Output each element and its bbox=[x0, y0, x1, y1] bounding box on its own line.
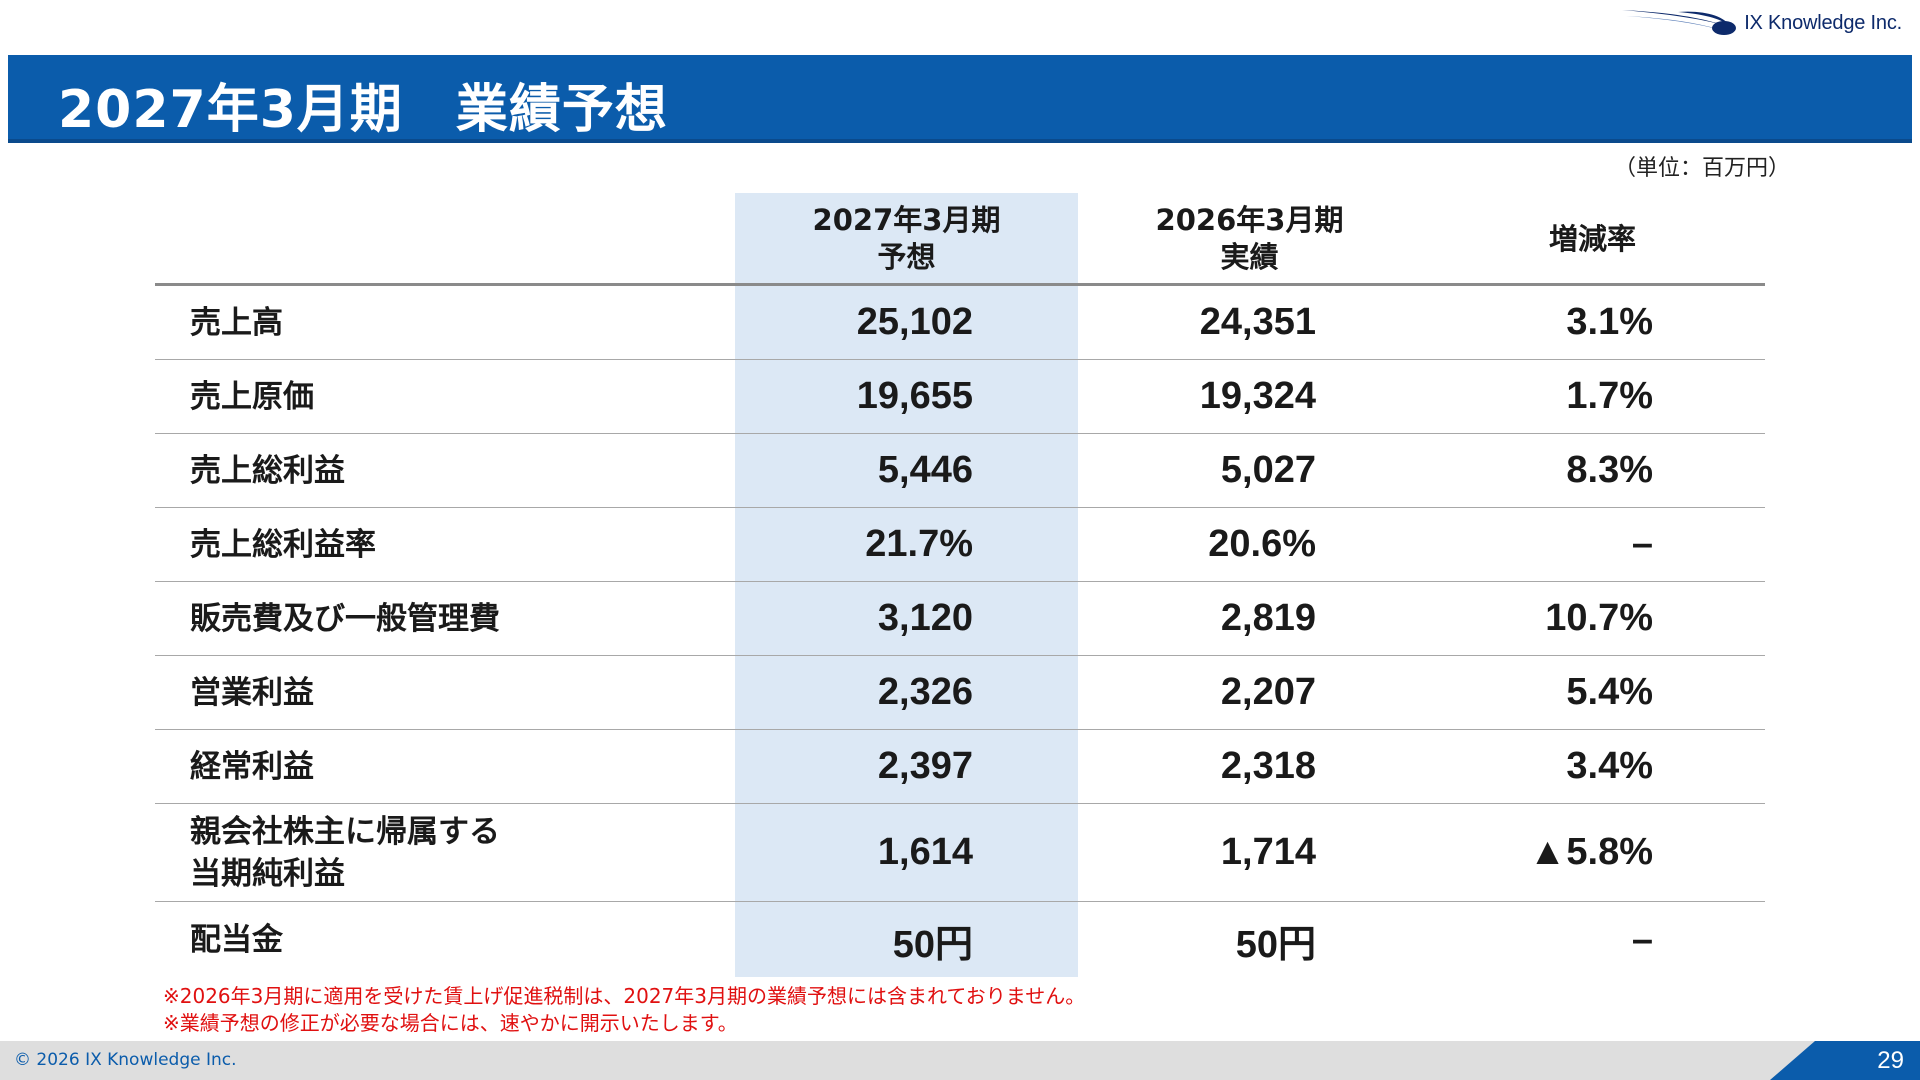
forecast-column-highlight bbox=[735, 193, 1078, 977]
forecast-value: 21.7% bbox=[865, 523, 973, 565]
actual-value: 2,318 bbox=[1220, 745, 1316, 787]
row-label: 売上総利益 bbox=[190, 452, 345, 489]
title-bar: 2027年3月期 業績予想 bbox=[8, 55, 1912, 140]
footer: © 2026 IX Knowledge Inc. 29 bbox=[0, 1041, 1920, 1080]
footnote: ※業績予想の修正が必要な場合には、速やかに開示いたします。 bbox=[163, 1011, 738, 1035]
change-value: – bbox=[1631, 918, 1653, 961]
forecast-value: 50円 bbox=[892, 923, 973, 966]
swoosh-logo-icon bbox=[1622, 10, 1737, 35]
table-row: 営業利益 2,326 2,207 5.4% bbox=[155, 656, 1765, 730]
change-value: 3.4% bbox=[1566, 745, 1653, 787]
page-number: 29 bbox=[1877, 1047, 1904, 1074]
row-label: 営業利益 bbox=[190, 674, 314, 711]
actual-value: 50円 bbox=[1235, 923, 1316, 966]
row-label: 売上原価 bbox=[190, 378, 314, 415]
row-label: 販売費及び一般管理費 bbox=[190, 600, 500, 637]
row-label: 売上高 bbox=[190, 304, 283, 341]
header-actual-line1: 2026年3月期 bbox=[1155, 203, 1344, 237]
forecast-value: 2,326 bbox=[877, 671, 973, 713]
footnotes: ※2026年3月期に適用を受けた賃上げ促進税制は、2027年3月期の業績予想には… bbox=[163, 983, 1085, 1037]
row-label-line2: 当期純利益 bbox=[190, 855, 345, 892]
actual-value: 20.6% bbox=[1208, 523, 1316, 565]
row-label: 親会社株主に帰属する 当期純利益 bbox=[190, 804, 730, 901]
footnote: ※2026年3月期に適用を受けた賃上げ促進税制は、2027年3月期の業績予想には… bbox=[163, 984, 1086, 1008]
header-forecast: 2027年3月期 予想 bbox=[735, 202, 1078, 276]
change-value: 10.7% bbox=[1545, 597, 1653, 639]
logo-text: IX Knowledge Inc. bbox=[1744, 11, 1902, 34]
company-logo: IX Knowledge Inc. bbox=[1620, 6, 1902, 40]
row-label: 配当金 bbox=[190, 922, 283, 958]
header-change-line1: 増減率 bbox=[1548, 222, 1636, 256]
change-value: 3.1% bbox=[1566, 301, 1653, 343]
header-change: 増減率 bbox=[1421, 221, 1764, 258]
forecast-value: 2,397 bbox=[877, 745, 973, 787]
forecast-value: 5,446 bbox=[877, 449, 973, 491]
row-label: 売上総利益率 bbox=[190, 526, 376, 563]
actual-value: 24,351 bbox=[1199, 301, 1316, 343]
change-value: – bbox=[1631, 523, 1653, 565]
change-value: ▲5.8% bbox=[1528, 831, 1653, 873]
change-value: 5.4% bbox=[1566, 671, 1653, 713]
forecast-value: 3,120 bbox=[877, 597, 973, 639]
header-forecast-line1: 2027年3月期 bbox=[812, 203, 1001, 237]
table-row: 販売費及び一般管理費 3,120 2,819 10.7% bbox=[155, 582, 1765, 656]
actual-value: 19,324 bbox=[1199, 375, 1316, 417]
actual-value: 2,207 bbox=[1220, 671, 1316, 713]
page-number-tab: 29 bbox=[1770, 1041, 1920, 1080]
unit-note: （単位：百万円） bbox=[1613, 156, 1790, 181]
table-header: 2027年3月期 予想 2026年3月期 実績 増減率 bbox=[155, 193, 1765, 286]
actual-value: 2,819 bbox=[1220, 597, 1316, 639]
actual-value: 5,027 bbox=[1220, 449, 1316, 491]
row-label-line1: 親会社株主に帰属する bbox=[190, 813, 500, 850]
table-row: 経常利益 2,397 2,318 3.4% bbox=[155, 730, 1765, 804]
forecast-table: 2027年3月期 予想 2026年3月期 実績 増減率 売上高 25,102 2… bbox=[155, 193, 1765, 978]
actual-value: 1,714 bbox=[1220, 831, 1316, 873]
table-row: 売上高 25,102 24,351 3.1% bbox=[155, 286, 1765, 360]
table-row: 売上総利益率 21.7% 20.6% – bbox=[155, 508, 1765, 582]
table-row: 配当金 50円 50円 – bbox=[155, 902, 1765, 978]
change-value: 1.7% bbox=[1566, 375, 1653, 417]
forecast-value: 25,102 bbox=[856, 301, 973, 343]
change-value: 8.3% bbox=[1566, 449, 1653, 491]
header-actual-line2: 実績 bbox=[1220, 240, 1279, 274]
table-row: 売上総利益 5,446 5,027 8.3% bbox=[155, 434, 1765, 508]
copyright: © 2026 IX Knowledge Inc. bbox=[14, 1050, 237, 1070]
header-actual: 2026年3月期 実績 bbox=[1078, 202, 1421, 276]
table-row: 売上原価 19,655 19,324 1.7% bbox=[155, 360, 1765, 434]
table-row: 親会社株主に帰属する 当期純利益 1,614 1,714 ▲5.8% bbox=[155, 804, 1765, 902]
page-title: 2027年3月期 業績予想 bbox=[58, 80, 668, 140]
row-label: 経常利益 bbox=[190, 748, 314, 785]
forecast-value: 1,614 bbox=[877, 831, 973, 873]
forecast-value: 19,655 bbox=[856, 375, 973, 417]
header-forecast-line2: 予想 bbox=[877, 240, 936, 274]
